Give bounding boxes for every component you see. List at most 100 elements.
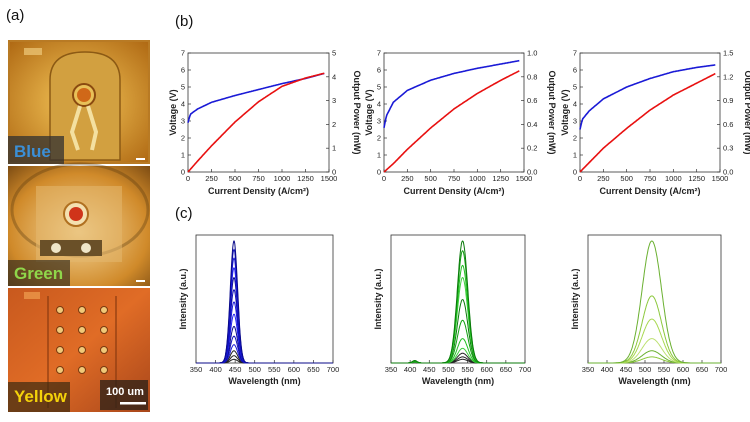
y2-tick-label: 1.0 [527, 49, 537, 58]
x-tick-label: 0 [186, 174, 190, 183]
y2-tick-label: 0.9 [723, 96, 733, 105]
x-tick-label: 450 [423, 365, 436, 374]
y2-tick-label: 0.0 [527, 168, 537, 177]
y-tick-label: 2 [573, 134, 577, 143]
x-axis-title: Wavelength (nm) [228, 376, 300, 386]
y-tick-label: 1 [573, 151, 577, 160]
plot-frame [587, 234, 722, 364]
x-tick-label: 250 [401, 174, 414, 183]
voltage-curve [187, 72, 325, 123]
panel-label-c: (c) [175, 205, 193, 222]
y-tick-label: 3 [377, 117, 381, 126]
spectrum-curve [391, 240, 525, 364]
blue-label: Blue [14, 142, 51, 161]
y-axis-title: Intensity (a.u.) [570, 268, 580, 329]
plot-frame [390, 234, 526, 364]
scale-bar-label: 100 um [106, 386, 144, 398]
y-tick-label: 4 [181, 100, 185, 109]
x-tick-label: 750 [448, 174, 461, 183]
y2-tick-label: 1 [332, 144, 336, 153]
x-tick-label: 500 [424, 174, 437, 183]
spectrum-curve [391, 352, 525, 364]
x-tick-label: 1500 [321, 174, 338, 183]
x-tick-label: 0 [578, 174, 582, 183]
y-tick-label: 6 [181, 66, 185, 75]
x-tick-label: 400 [404, 365, 417, 374]
y2-tick-label: 1.5 [723, 49, 733, 58]
liv-chart-1: 0 250 500 750 1000 1250 1500 0 1 2 3 4 5 6 7 0.0 0.2 0.4 0… [364, 49, 557, 197]
y-tick-label: 3 [573, 117, 577, 126]
spectrum-curve [196, 248, 333, 364]
x-tick-label: 650 [696, 365, 709, 374]
x-axis-title: Wavelength (nm) [618, 376, 690, 386]
x-tick-label: 450 [620, 365, 633, 374]
x-tick-label: 1250 [492, 174, 509, 183]
y2-axis-title: Output Power (mW) [547, 71, 557, 155]
spectrum-curve [196, 358, 333, 364]
y-tick-label: 0 [377, 168, 381, 177]
x-tick-label: 1250 [688, 174, 705, 183]
spectrum-curve [196, 266, 333, 364]
y-tick-label: 6 [377, 66, 381, 75]
x-tick-label: 350 [582, 365, 595, 374]
x-tick-label: 1500 [516, 174, 533, 183]
x-tick-label: 700 [519, 365, 532, 374]
y-tick-label: 4 [377, 100, 381, 109]
x-tick-label: 500 [620, 174, 633, 183]
y-axis-title: Intensity (a.u.) [178, 268, 188, 329]
x-tick-label: 1000 [274, 174, 291, 183]
y2-tick-label: 0.8 [527, 72, 537, 81]
y-axis-title: Voltage (V) [560, 89, 570, 135]
y-tick-label: 2 [181, 134, 185, 143]
plot-frame [195, 234, 334, 364]
y2-tick-label: 0.4 [527, 120, 537, 129]
x-axis-title: Wavelength (nm) [422, 376, 494, 386]
y2-axis-title: Output Power (mW) [743, 71, 750, 155]
charts-layer: 0 250 500 750 1000 1250 150001234567012345Curr… [168, 49, 750, 387]
y-tick-label: 7 [181, 49, 185, 58]
spectrum-curve [196, 313, 333, 364]
voltage-curve [383, 59, 520, 128]
x-tick-label: 550 [658, 365, 671, 374]
x-tick-label: 250 [205, 174, 218, 183]
y2-tick-label: 2 [332, 120, 336, 129]
plot-frame [187, 52, 330, 173]
x-tick-label: 700 [715, 365, 728, 374]
y-axis-title: Voltage (V) [364, 89, 374, 135]
spectrum-curve [196, 276, 333, 364]
power-curve [579, 72, 716, 173]
x-tick-label: 550 [268, 365, 281, 374]
y2-tick-label: 0.2 [527, 144, 537, 153]
x-tick-label: 1000 [469, 174, 486, 183]
spectrum-curve [196, 325, 333, 364]
liv-chart-2: 0 250 500 750 1000 1250 1500 0 1 2 3 4 5 6 7 0.0 0.3 0.6 0… [560, 49, 750, 197]
y2-tick-label: 5 [332, 49, 336, 58]
y-axis-title: Intensity (a.u.) [373, 268, 383, 329]
spectrum-curve [588, 318, 721, 364]
photo-yellow [8, 288, 150, 412]
y-tick-label: 5 [181, 83, 185, 92]
x-tick-label: 400 [209, 365, 222, 374]
panel-label-b: (b) [175, 13, 193, 30]
x-tick-label: 600 [480, 365, 493, 374]
liv-chart-0: 0 250 500 750 1000 1250 150001234567012345Curr… [168, 49, 362, 197]
y2-tick-label: 3 [332, 96, 336, 105]
power-curve [383, 70, 520, 173]
x-tick-label: 750 [252, 174, 265, 183]
x-tick-label: 700 [327, 365, 340, 374]
y2-tick-label: 0.6 [527, 96, 537, 105]
y2-tick-label: 1.2 [723, 72, 733, 81]
y2-tick-label: 0.0 [723, 168, 733, 177]
spectrum-curve [196, 301, 333, 364]
x-tick-label: 550 [461, 365, 474, 374]
x-tick-label: 650 [307, 365, 320, 374]
x-tick-label: 500 [248, 365, 261, 374]
x-tick-label: 500 [442, 365, 455, 374]
spectrum-chart-0: 350 400 450 500 550 600 650 700 Wavelength (nm) I… [178, 234, 340, 386]
spectrum-chart-1: 350 400 450 500 550 600 650 700 Wavelength (nm) I… [373, 234, 532, 386]
x-tick-label: 1250 [297, 174, 314, 183]
y2-tick-label: 0.3 [723, 144, 733, 153]
x-tick-label: 600 [677, 365, 690, 374]
y-tick-label: 1 [377, 151, 381, 160]
y-axis-title: Voltage (V) [168, 89, 178, 135]
